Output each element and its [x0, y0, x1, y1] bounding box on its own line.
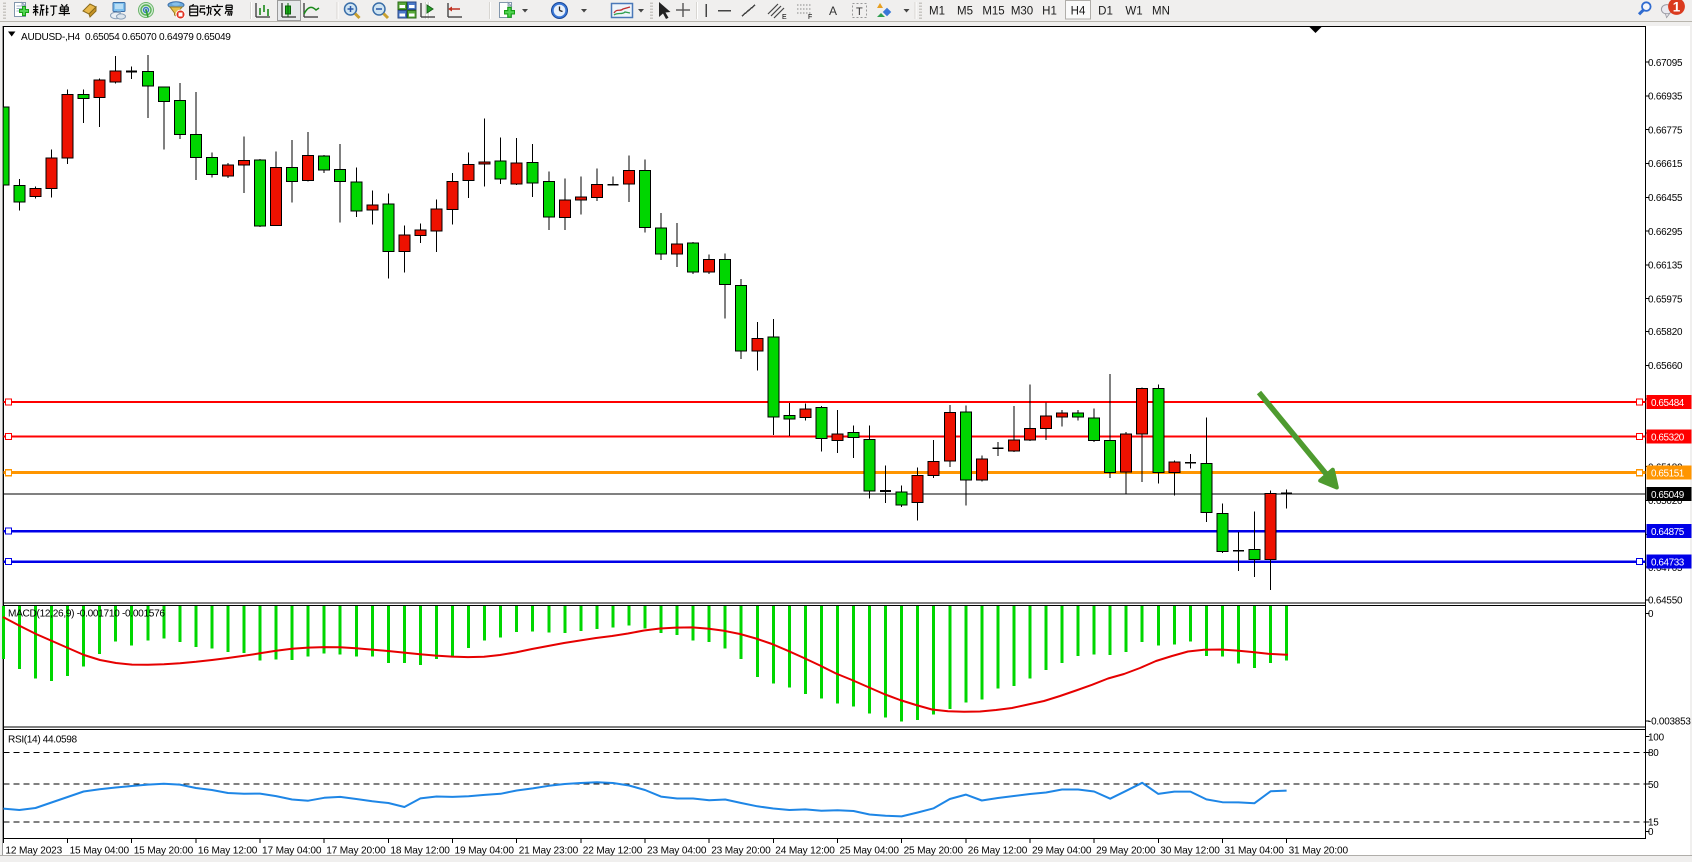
svg-text:23 May 20:00: 23 May 20:00 [711, 846, 771, 857]
svg-text:AUDUSD-,H4 0.65054 0.65070 0.: AUDUSD-,H4 0.65054 0.65070 0.64979 0.650… [21, 32, 231, 43]
svg-text:0.66775: 0.66775 [1648, 125, 1683, 136]
svg-text:21 May 23:00: 21 May 23:00 [519, 846, 579, 857]
svg-text:0.65320: 0.65320 [1651, 432, 1685, 443]
svg-text:100: 100 [1648, 732, 1665, 743]
svg-text:0: 0 [1648, 827, 1654, 838]
svg-text:12 May 2023: 12 May 2023 [5, 846, 62, 857]
svg-text:RSI(14) 44.0598: RSI(14) 44.0598 [8, 735, 78, 746]
svg-text:0.64550: 0.64550 [1648, 596, 1683, 607]
svg-text:H1: H1 [1042, 6, 1057, 18]
svg-text:29 May 04:00: 29 May 04:00 [1032, 846, 1092, 857]
svg-text:31 May 20:00: 31 May 20:00 [1289, 846, 1349, 857]
svg-text:31 May 04:00: 31 May 04:00 [1224, 846, 1284, 857]
svg-text:M15: M15 [982, 6, 1004, 18]
svg-text:0: 0 [1648, 609, 1654, 620]
svg-text:0.67095: 0.67095 [1648, 58, 1683, 69]
svg-text:A: A [829, 4, 837, 18]
svg-text:26 May 12:00: 26 May 12:00 [968, 846, 1028, 857]
svg-text:17 May 20:00: 17 May 20:00 [326, 846, 386, 857]
svg-text:19 May 04:00: 19 May 04:00 [455, 846, 515, 857]
svg-text:0.64733: 0.64733 [1651, 557, 1685, 568]
svg-text:0.65975: 0.65975 [1648, 294, 1683, 305]
svg-text:23 May 04:00: 23 May 04:00 [647, 846, 707, 857]
svg-text:0.66295: 0.66295 [1648, 227, 1683, 238]
svg-text:MN: MN [1152, 6, 1170, 18]
svg-text:0.66135: 0.66135 [1648, 261, 1683, 272]
svg-text:0.65484: 0.65484 [1651, 398, 1685, 409]
svg-text:M30: M30 [1011, 6, 1033, 18]
svg-text:M5: M5 [957, 6, 973, 18]
svg-text:0.66615: 0.66615 [1648, 159, 1683, 170]
svg-text:D1: D1 [1098, 6, 1113, 18]
svg-text:0.66935: 0.66935 [1648, 92, 1683, 103]
svg-text:0.65049: 0.65049 [1651, 490, 1685, 501]
svg-text:0.64875: 0.64875 [1651, 527, 1685, 538]
svg-text:15: 15 [1648, 818, 1659, 829]
svg-text:50: 50 [1648, 780, 1659, 791]
svg-text:80: 80 [1648, 748, 1659, 759]
svg-text:15 May 20:00: 15 May 20:00 [134, 846, 194, 857]
svg-text:25 May 20:00: 25 May 20:00 [904, 846, 964, 857]
svg-text:M1: M1 [929, 6, 945, 18]
svg-text:0.65151: 0.65151 [1651, 469, 1685, 480]
svg-text:F: F [808, 14, 812, 21]
svg-text:24 May 12:00: 24 May 12:00 [775, 846, 835, 857]
svg-text:E: E [782, 14, 787, 21]
svg-text:22 May 12:00: 22 May 12:00 [583, 846, 643, 857]
svg-text:17 May 04:00: 17 May 04:00 [262, 846, 322, 857]
svg-text:H4: H4 [1071, 6, 1086, 18]
svg-text:0.65660: 0.65660 [1648, 361, 1683, 372]
svg-text:0.65820: 0.65820 [1648, 327, 1683, 338]
svg-text:15 May 04:00: 15 May 04:00 [70, 846, 130, 857]
svg-text:0.65020: 0.65020 [1648, 496, 1683, 507]
svg-text:30 May 12:00: 30 May 12:00 [1160, 846, 1220, 857]
svg-text:25 May 04:00: 25 May 04:00 [840, 846, 900, 857]
svg-text:0.66455: 0.66455 [1648, 193, 1683, 204]
svg-text:MACD(12,26,9) -0.001710 -0.001: MACD(12,26,9) -0.001710 -0.001576 [8, 609, 165, 620]
svg-text:29 May 20:00: 29 May 20:00 [1096, 846, 1156, 857]
svg-text:W1: W1 [1125, 6, 1142, 18]
svg-text:18 May 12:00: 18 May 12:00 [390, 846, 450, 857]
svg-text:1: 1 [1673, 0, 1681, 14]
svg-text:16 May 12:00: 16 May 12:00 [198, 846, 258, 857]
svg-text:-0.003853: -0.003853 [1648, 717, 1691, 728]
svg-text:T: T [856, 6, 863, 18]
